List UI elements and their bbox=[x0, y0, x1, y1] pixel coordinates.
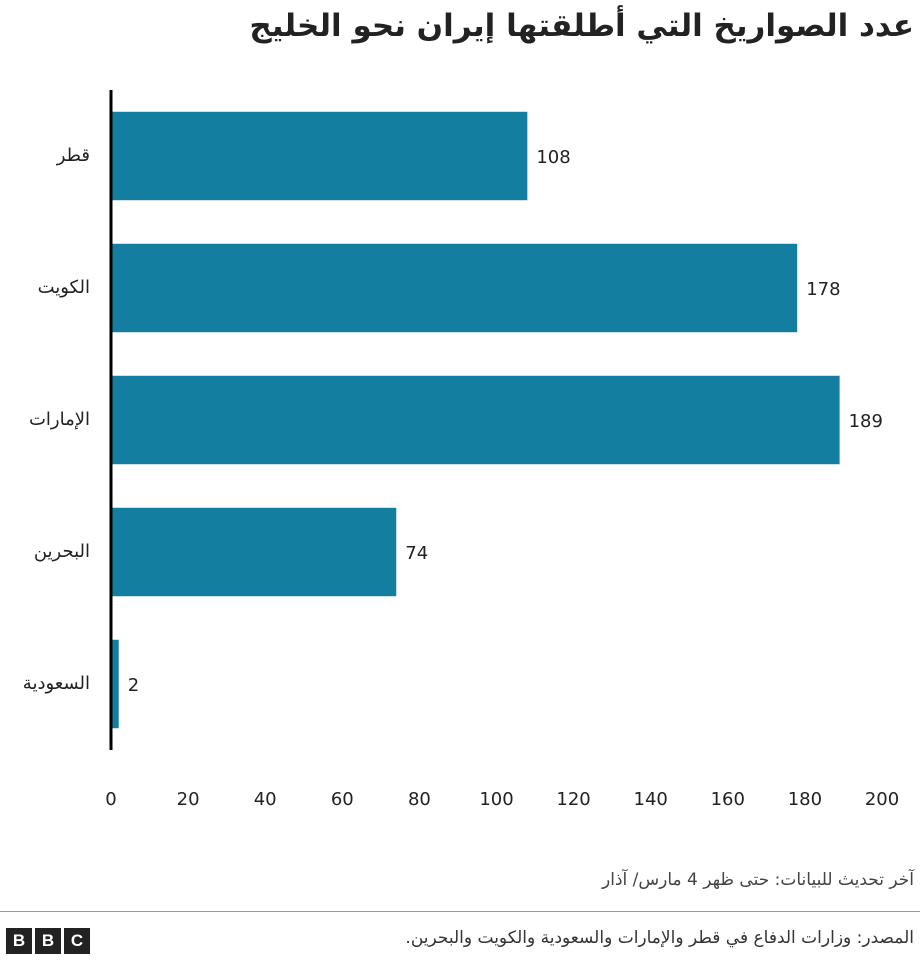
separator bbox=[0, 911, 920, 912]
bar bbox=[111, 639, 119, 729]
y-tick-label: السعودية bbox=[23, 673, 90, 694]
x-tick-label: 120 bbox=[556, 789, 590, 810]
x-tick-label: 20 bbox=[177, 789, 200, 810]
chart-title: عدد الصواريخ التي أطلقتها إيران نحو الخل… bbox=[249, 8, 914, 44]
value-label: 108 bbox=[536, 147, 570, 168]
x-tick-label: 60 bbox=[331, 789, 354, 810]
value-label: 189 bbox=[849, 411, 883, 432]
logo: B B C bbox=[6, 928, 90, 954]
value-label: 2 bbox=[128, 675, 139, 696]
x-tick-label: 140 bbox=[634, 789, 668, 810]
bar bbox=[111, 375, 840, 465]
x-tick-label: 0 bbox=[105, 789, 116, 810]
x-tick-label: 80 bbox=[408, 789, 431, 810]
bar bbox=[111, 507, 397, 597]
x-tick-label: 200 bbox=[865, 789, 899, 810]
note: آخر تحديث للبيانات: حتى ظهر 4 مارس/ آذار bbox=[602, 870, 914, 890]
y-tick-label: قطر bbox=[56, 145, 90, 166]
x-tick-label: 100 bbox=[479, 789, 513, 810]
x-tick-label: 180 bbox=[788, 789, 822, 810]
chart: 0 20 40 60 80 100 120 140 160 180 200 قطر 108 الكويت 1… bbox=[23, 90, 899, 810]
y-tick-label: الإمارات bbox=[29, 409, 90, 430]
x-tick-label: 40 bbox=[254, 789, 277, 810]
source: المصدر: وزارات الدفاع في قطر والإمارات و… bbox=[405, 928, 914, 948]
logo-letter: B bbox=[35, 928, 61, 954]
logo-letter: B bbox=[6, 928, 32, 954]
bar bbox=[111, 111, 528, 201]
logo-letter: C bbox=[64, 928, 90, 954]
y-tick-label: الكويت bbox=[38, 277, 90, 298]
x-tick-label: 160 bbox=[711, 789, 745, 810]
bar bbox=[111, 243, 798, 333]
y-tick-label: البحرين bbox=[34, 541, 90, 562]
value-label: 178 bbox=[806, 279, 840, 300]
value-label: 74 bbox=[405, 543, 428, 564]
